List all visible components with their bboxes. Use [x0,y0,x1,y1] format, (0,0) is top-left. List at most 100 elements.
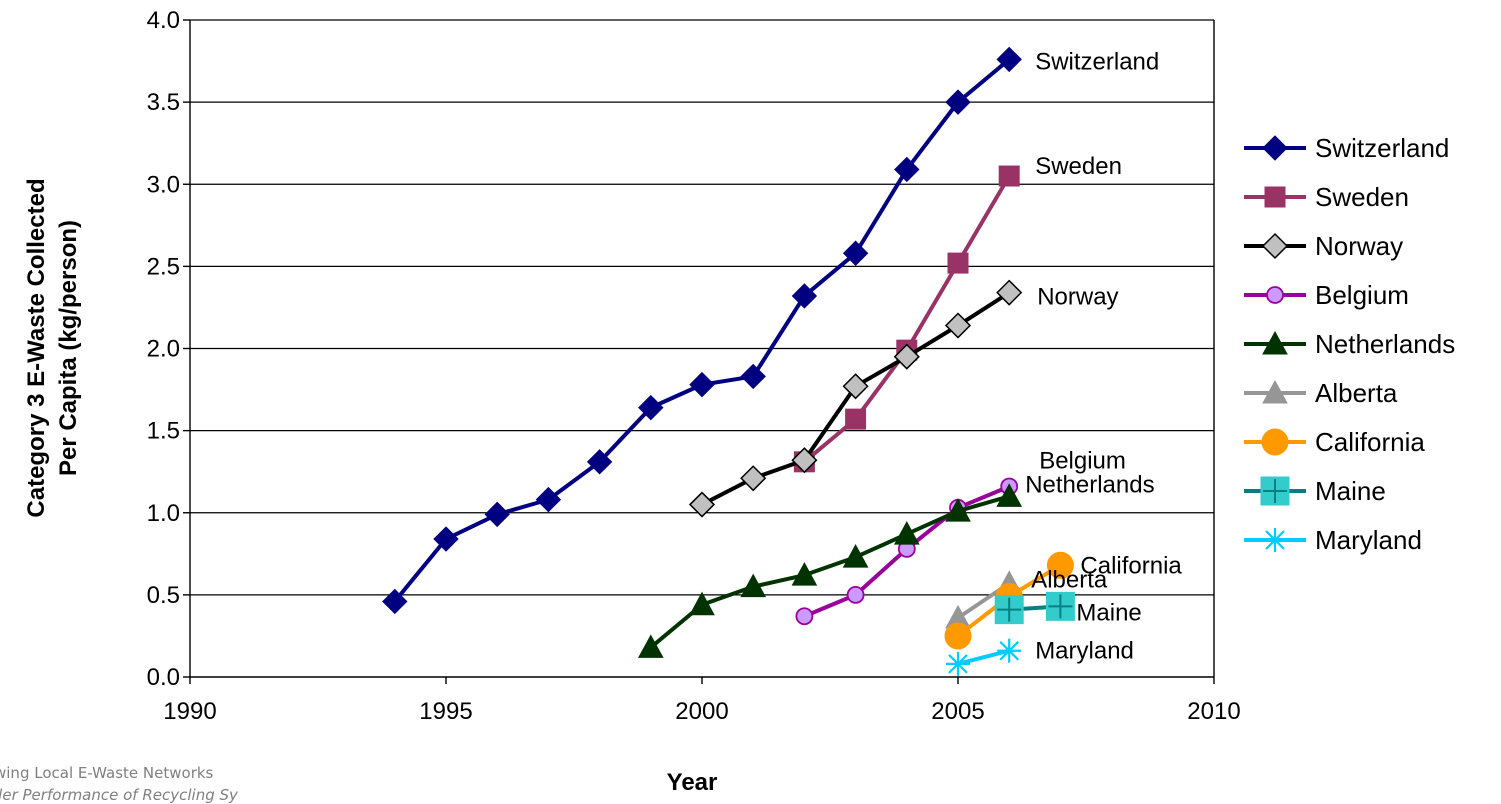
point-switzerland [535,486,562,513]
legend-label: Norway [1315,231,1403,261]
legend-label: California [1315,427,1425,457]
legend-item-alberta: Alberta [1244,378,1398,408]
point-sweden [845,408,867,430]
point-switzerland [791,283,818,309]
series-netherlands [637,483,1023,658]
legend-label: Alberta [1315,378,1398,408]
point-netherlands [791,562,818,586]
data-label-sweden: Sweden [1035,153,1122,180]
legend-label: Netherlands [1315,329,1455,359]
y-tick-label: 2.5 [147,253,180,280]
legend-item-belgium: Belgium [1244,280,1409,310]
legend-label: Maryland [1315,525,1422,555]
data-label-california: California [1080,552,1182,579]
point-switzerland [433,526,459,552]
data-label-maine: Maine [1076,599,1141,626]
legend-label: Maine [1315,476,1386,506]
point-switzerland [484,501,510,528]
point-norway [791,447,818,474]
point-switzerland [638,394,664,421]
point-maine [994,595,1024,625]
legend-marker-netherlands [1262,330,1288,355]
data-label-alberta: Alberta [1031,566,1108,593]
point-norway [740,465,767,492]
data-label-maryland: Maryland [1035,638,1134,665]
legend-marker-switzerland [1262,135,1288,161]
legend-marker-california [1261,428,1289,456]
legend-item-norway: Norway [1244,231,1403,261]
legend-item-sweden: Sweden [1244,182,1409,212]
y-tick-label: 1.0 [147,500,180,527]
point-netherlands [842,544,869,568]
point-switzerland [842,240,869,266]
footer-source-line2: ller Performance of Recycling Sy [0,786,238,804]
y-tick-label: 4.0 [147,7,180,34]
legend-marker-sweden [1264,186,1286,208]
x-tick-label: 1995 [419,698,472,725]
y-tick-labels: 0.0 0.5 1.0 1.5 2.0 2.5 3.0 3.5 4.0 [147,7,190,691]
series-switzerland [382,46,1022,615]
legend-item-california: California [1244,427,1425,457]
grid-lines [190,19,1214,596]
legend: Switzerland Sweden Norway Belgium Netherland… [1244,133,1455,555]
point-netherlands [689,591,715,616]
point-netherlands [740,573,767,598]
point-california [1046,551,1074,579]
x-tick-label: 2010 [1187,698,1240,725]
legend-label: Sweden [1315,182,1409,212]
point-switzerland [586,449,613,475]
y-tick-label: 2.0 [147,336,180,363]
point-california [944,622,972,650]
data-labels: Switzerland Sweden Norway BelgiumNetherland… [1025,48,1182,664]
legend-marker-alberta [1262,379,1288,404]
point-switzerland [740,363,766,390]
point-sweden [998,165,1020,187]
x-tick-label: 2000 [675,698,728,725]
x-tick-label: 1990 [163,698,216,725]
series-line-maryland [957,648,1010,666]
point-maryland [946,651,970,676]
legend-label: Switzerland [1315,133,1449,163]
data-label-norway: Norway [1037,284,1118,311]
legend-item-maryland: Maryland [1244,525,1422,555]
point-maine [1045,591,1075,621]
series-layer [382,46,1075,676]
point-netherlands [945,498,971,522]
legend-label: Belgium [1315,280,1409,310]
y-tick-label: 3.5 [147,89,180,116]
point-norway [842,373,869,400]
point-sweden [947,252,969,274]
point-belgium [795,607,814,626]
y-axis-label-line1: Category 3 E-Waste Collected [23,178,50,517]
point-netherlands [637,634,664,658]
point-switzerland [689,371,715,398]
y-tick-label: 0.0 [147,664,180,691]
series-maine [994,591,1075,625]
legend-marker-maine [1260,476,1290,506]
point-switzerland [382,588,408,615]
y-axis-label-line2: Per Capita (kg/person) [55,220,82,476]
x-tick-label: 2005 [931,698,984,725]
point-switzerland [996,46,1022,73]
series-maryland [946,638,1022,676]
legend-marker-belgium [1266,286,1284,304]
legend-item-maine: Maine [1244,476,1386,506]
data-label-belgium: Belgium [1039,447,1126,474]
point-belgium [846,585,865,604]
point-maryland [997,638,1022,663]
point-norway [893,343,920,370]
legend-marker-norway [1261,232,1289,260]
y-tick-label: 0.5 [147,582,180,609]
data-label-switzerland: Switzerland [1035,48,1159,75]
footer-source-line1: wing Local E-Waste Networks [0,764,214,782]
point-netherlands [996,483,1023,507]
point-norway [996,279,1023,306]
legend-item-netherlands: Netherlands [1244,329,1455,359]
legend-item-switzerland: Switzerland [1244,133,1449,163]
point-netherlands [893,521,920,545]
point-norway [688,491,716,518]
series-norway [688,279,1023,518]
legend-marker-maryland [1263,528,1287,552]
y-tick-label: 1.5 [147,418,180,445]
